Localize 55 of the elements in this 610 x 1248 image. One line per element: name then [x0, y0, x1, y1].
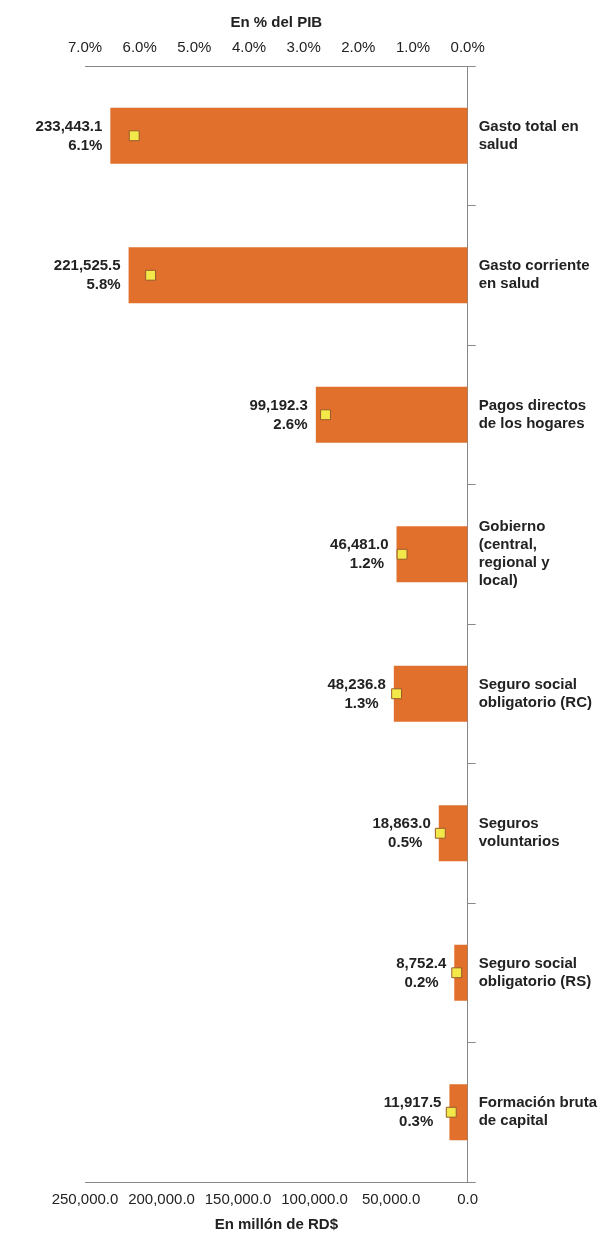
y-tick-label: Seguros voluntarios [478, 814, 560, 850]
bar [449, 1084, 468, 1141]
bar [315, 386, 468, 443]
x-tick-label: 0.0 [457, 1190, 479, 1208]
point [396, 548, 408, 560]
x-axis-title: En millón de RD$ [214, 1215, 339, 1233]
data-label: 6.1% [68, 135, 103, 153]
data-label: 0.5% [388, 833, 423, 851]
x-tick-label: 200,000.0 [128, 1190, 195, 1208]
data-label: 46,481.0 [330, 535, 389, 553]
data-label: 221,525.5 [53, 256, 121, 274]
x-tick-label: 50,000.0 [361, 1190, 421, 1208]
data-label: 5.8% [86, 275, 121, 293]
data-label: 233,443.1 [35, 116, 103, 134]
data-label: 48,236.8 [327, 674, 386, 692]
x2-tick-label: 5.0% [177, 38, 212, 56]
y-tick-label: Seguro social obligatorio (RS) [478, 953, 592, 989]
data-label: 8,752.4 [396, 953, 447, 971]
bar [110, 107, 468, 164]
point [320, 409, 331, 421]
x-tick-label: 150,000.0 [204, 1190, 272, 1208]
x2-tick-label: 6.0% [122, 38, 157, 56]
y-tick-label: Gobierno (central, regional y local) [478, 517, 551, 589]
x2-tick-label: 4.0% [231, 38, 267, 56]
data-label: 2.6% [273, 414, 308, 432]
data-label: 11,917.5 [383, 1093, 442, 1111]
data-label: 18,863.0 [372, 814, 431, 832]
point [445, 1106, 457, 1118]
x2-tick-label: 0.0% [450, 38, 485, 56]
x-tick-label: 100,000.0 [281, 1190, 348, 1208]
x2-tick-label: 1.0% [395, 38, 431, 56]
data-label: 1.3% [344, 693, 379, 711]
data-label: 99,192.3 [249, 395, 308, 413]
y-tick-label: Gasto total en salud [478, 116, 579, 152]
x2-tick-label: 2.0% [341, 38, 376, 56]
y-tick-label: Pagos directos de los hogares [478, 395, 587, 431]
x2-axis-title: En % del PIB [230, 13, 323, 31]
point [434, 827, 446, 839]
point [451, 967, 463, 979]
bar [396, 526, 468, 583]
y-tick-label: Gasto corriente en salud [478, 256, 590, 292]
bar [128, 247, 468, 304]
bar [438, 805, 468, 862]
point [391, 688, 403, 700]
data-label: 0.2% [404, 972, 439, 990]
point [145, 269, 157, 281]
y-tick-label: Seguro social obligatorio (RC) [478, 674, 592, 710]
point [128, 130, 140, 142]
x2-tick-label: 3.0% [286, 38, 321, 56]
data-label: 1.2% [349, 554, 385, 572]
y-tick-label: Formación bruta de capital [478, 1093, 598, 1129]
bar [393, 665, 468, 722]
x-tick-label: 250,000.0 [51, 1190, 119, 1208]
data-label: 0.3% [399, 1112, 434, 1130]
x2-tick-label: 7.0% [67, 38, 103, 56]
